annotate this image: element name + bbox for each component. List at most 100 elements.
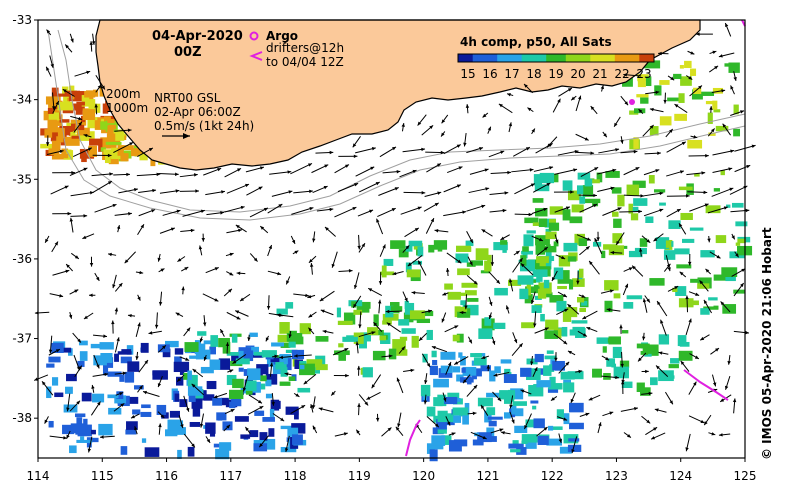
sst-patch	[223, 342, 231, 354]
sst-patch	[493, 323, 505, 329]
colorbar-segment	[517, 54, 522, 62]
sst-patch	[125, 372, 134, 383]
sst-patch	[538, 289, 546, 299]
sst-patch	[389, 349, 396, 360]
sst-patch	[623, 302, 633, 309]
colorbar-segment	[483, 54, 488, 62]
sst-patch	[89, 99, 96, 109]
sst-patch	[316, 336, 329, 342]
sst-patch	[579, 269, 584, 278]
sst-patch	[501, 359, 512, 363]
sst-patch	[289, 376, 296, 381]
sst-patch	[75, 413, 85, 417]
colorbar-segment	[468, 54, 473, 62]
date-label: 04-Apr-2020	[152, 29, 243, 44]
sst-patch	[300, 365, 305, 370]
sst-patch	[579, 238, 587, 246]
sst-patch	[175, 394, 180, 402]
sst-patch	[674, 114, 687, 121]
sst-patch	[280, 382, 291, 386]
sst-patch	[72, 136, 79, 139]
sst-patch	[614, 293, 621, 298]
sst-patch	[534, 174, 542, 185]
sst-patch	[407, 270, 420, 278]
sst-patch	[601, 251, 605, 258]
sst-patch	[167, 420, 180, 431]
sst-patch	[246, 380, 257, 390]
sst-patch	[608, 338, 615, 342]
sst-patch	[417, 319, 430, 323]
sst-patch	[235, 416, 249, 422]
x-tick-label: 121	[476, 469, 499, 483]
sst-patch	[572, 320, 588, 323]
sst-patch	[212, 398, 222, 406]
current-arrow-head	[746, 209, 750, 212]
sst-patch	[84, 91, 95, 97]
sst-patch	[612, 212, 619, 217]
sst-patch	[121, 446, 128, 455]
sst-patch	[679, 187, 693, 191]
sst-patch	[568, 256, 576, 261]
colorbar-segment	[512, 54, 517, 62]
y-axis: -33-34-35-36-37-38	[12, 13, 38, 425]
colorbar-segment	[625, 54, 630, 62]
x-tick-label: 118	[284, 469, 307, 483]
sst-patch	[141, 404, 151, 408]
sst-patch	[152, 371, 165, 375]
colorbar-tick-label: 16	[482, 67, 497, 81]
sst-patch	[486, 407, 495, 415]
sst-patch	[645, 216, 653, 223]
sst-patch	[578, 173, 591, 180]
sst-patch	[542, 246, 556, 252]
colorbar-tick-label: 15	[460, 67, 475, 81]
colorbar-tick-label: 17	[504, 67, 519, 81]
sst-patch	[292, 434, 303, 444]
sst-patch	[80, 351, 88, 361]
sst-patch	[449, 440, 462, 451]
x-tick-label: 117	[219, 469, 242, 483]
sst-patch	[622, 330, 628, 333]
sst-patch	[76, 102, 85, 106]
sst-patch	[706, 101, 715, 104]
sst-patch	[284, 354, 288, 364]
sst-patch	[684, 61, 692, 68]
sst-patch	[676, 264, 691, 268]
sst-patch	[427, 407, 436, 417]
sst-patch	[444, 284, 453, 290]
sst-patch	[427, 330, 433, 340]
sst-patch	[716, 235, 726, 243]
drifter-legend-line1: drifters@12h	[266, 41, 344, 55]
sst-patch	[65, 387, 73, 394]
sst-patch	[636, 94, 648, 97]
sst-patch	[536, 380, 550, 387]
sst-patch	[592, 369, 602, 378]
y-tick-label: -34	[12, 93, 32, 107]
sst-patch	[721, 267, 737, 277]
sst-patch	[549, 223, 559, 231]
sst-patch	[268, 428, 274, 437]
y-tick-label: -37	[12, 332, 32, 346]
sst-patch	[568, 438, 579, 441]
sst-patch	[66, 374, 77, 381]
colorbar-segment	[527, 54, 532, 62]
sst-patch	[563, 380, 571, 383]
sst-patch	[682, 239, 694, 243]
colorbar-segment	[556, 54, 561, 62]
colorbar-segment	[605, 54, 610, 62]
sst-patch	[484, 317, 491, 326]
sst-patch	[659, 334, 669, 344]
x-tick-label: 114	[27, 469, 50, 483]
sst-patch	[693, 300, 699, 305]
colorbar-segment	[502, 54, 507, 62]
sst-patch	[478, 328, 492, 339]
colorbar-segment	[551, 54, 556, 62]
sst-patch	[229, 390, 243, 399]
sst-patch	[544, 330, 558, 339]
colorbar-segment	[507, 54, 512, 62]
sst-patch	[674, 248, 689, 254]
sst-patch	[210, 335, 218, 347]
sst-patch	[472, 376, 477, 380]
sst-patch	[380, 336, 387, 341]
sst-patch	[527, 230, 536, 233]
sst-patch	[569, 280, 573, 290]
